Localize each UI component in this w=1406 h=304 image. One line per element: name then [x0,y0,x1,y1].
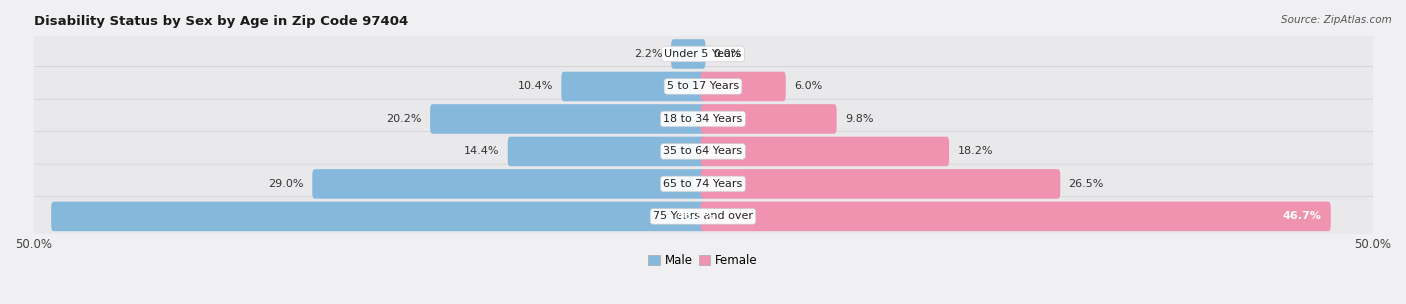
Text: 0.0%: 0.0% [714,49,742,59]
Text: 75 Years and over: 75 Years and over [652,211,754,221]
FancyBboxPatch shape [430,104,706,134]
FancyBboxPatch shape [700,72,786,101]
Text: 5 to 17 Years: 5 to 17 Years [666,81,740,92]
Text: Under 5 Years: Under 5 Years [665,49,741,59]
Text: 14.4%: 14.4% [464,147,499,157]
Text: 29.0%: 29.0% [269,179,304,189]
FancyBboxPatch shape [700,137,949,166]
Text: Source: ZipAtlas.com: Source: ZipAtlas.com [1281,15,1392,25]
FancyBboxPatch shape [700,202,1330,231]
Text: 6.0%: 6.0% [794,81,823,92]
Text: Disability Status by Sex by Age in Zip Code 97404: Disability Status by Sex by Age in Zip C… [34,15,408,28]
Text: 35 to 64 Years: 35 to 64 Years [664,147,742,157]
Text: 26.5%: 26.5% [1069,179,1104,189]
FancyBboxPatch shape [700,104,837,134]
FancyBboxPatch shape [31,197,1375,236]
FancyBboxPatch shape [31,164,1375,204]
Text: 20.2%: 20.2% [387,114,422,124]
FancyBboxPatch shape [508,137,706,166]
Text: 65 to 74 Years: 65 to 74 Years [664,179,742,189]
FancyBboxPatch shape [700,169,1060,199]
Text: 18 to 34 Years: 18 to 34 Years [664,114,742,124]
FancyBboxPatch shape [561,72,706,101]
Legend: Male, Female: Male, Female [644,250,762,272]
Text: 2.2%: 2.2% [634,49,662,59]
FancyBboxPatch shape [312,169,706,199]
FancyBboxPatch shape [31,67,1375,106]
FancyBboxPatch shape [31,34,1375,74]
FancyBboxPatch shape [51,202,706,231]
FancyBboxPatch shape [671,39,706,69]
Text: 46.7%: 46.7% [1282,211,1322,221]
Text: 48.5%: 48.5% [676,211,714,221]
Text: 18.2%: 18.2% [957,147,993,157]
Text: 9.8%: 9.8% [845,114,873,124]
FancyBboxPatch shape [31,99,1375,139]
FancyBboxPatch shape [31,132,1375,171]
Text: 10.4%: 10.4% [517,81,553,92]
